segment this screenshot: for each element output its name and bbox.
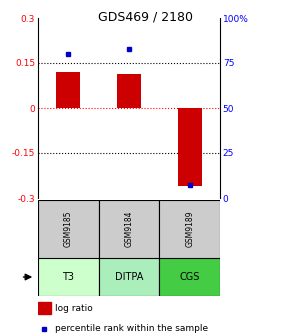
Bar	[159, 258, 220, 296]
Text: DITPA: DITPA	[115, 272, 143, 282]
Text: GSM9185: GSM9185	[64, 211, 73, 247]
Bar	[99, 200, 159, 258]
Bar	[38, 200, 99, 258]
Text: GSM9189: GSM9189	[185, 211, 194, 247]
Text: log ratio: log ratio	[55, 304, 93, 312]
Text: T3: T3	[62, 272, 74, 282]
Bar	[117, 74, 141, 108]
Bar	[99, 258, 159, 296]
Bar	[56, 72, 80, 108]
Bar	[177, 108, 202, 186]
Text: GSM9184: GSM9184	[124, 211, 133, 247]
Bar	[38, 302, 51, 314]
Bar	[38, 258, 99, 296]
Text: CGS: CGS	[180, 272, 200, 282]
Text: GDS469 / 2180: GDS469 / 2180	[97, 10, 193, 23]
Text: percentile rank within the sample: percentile rank within the sample	[55, 324, 208, 333]
Bar	[159, 200, 220, 258]
